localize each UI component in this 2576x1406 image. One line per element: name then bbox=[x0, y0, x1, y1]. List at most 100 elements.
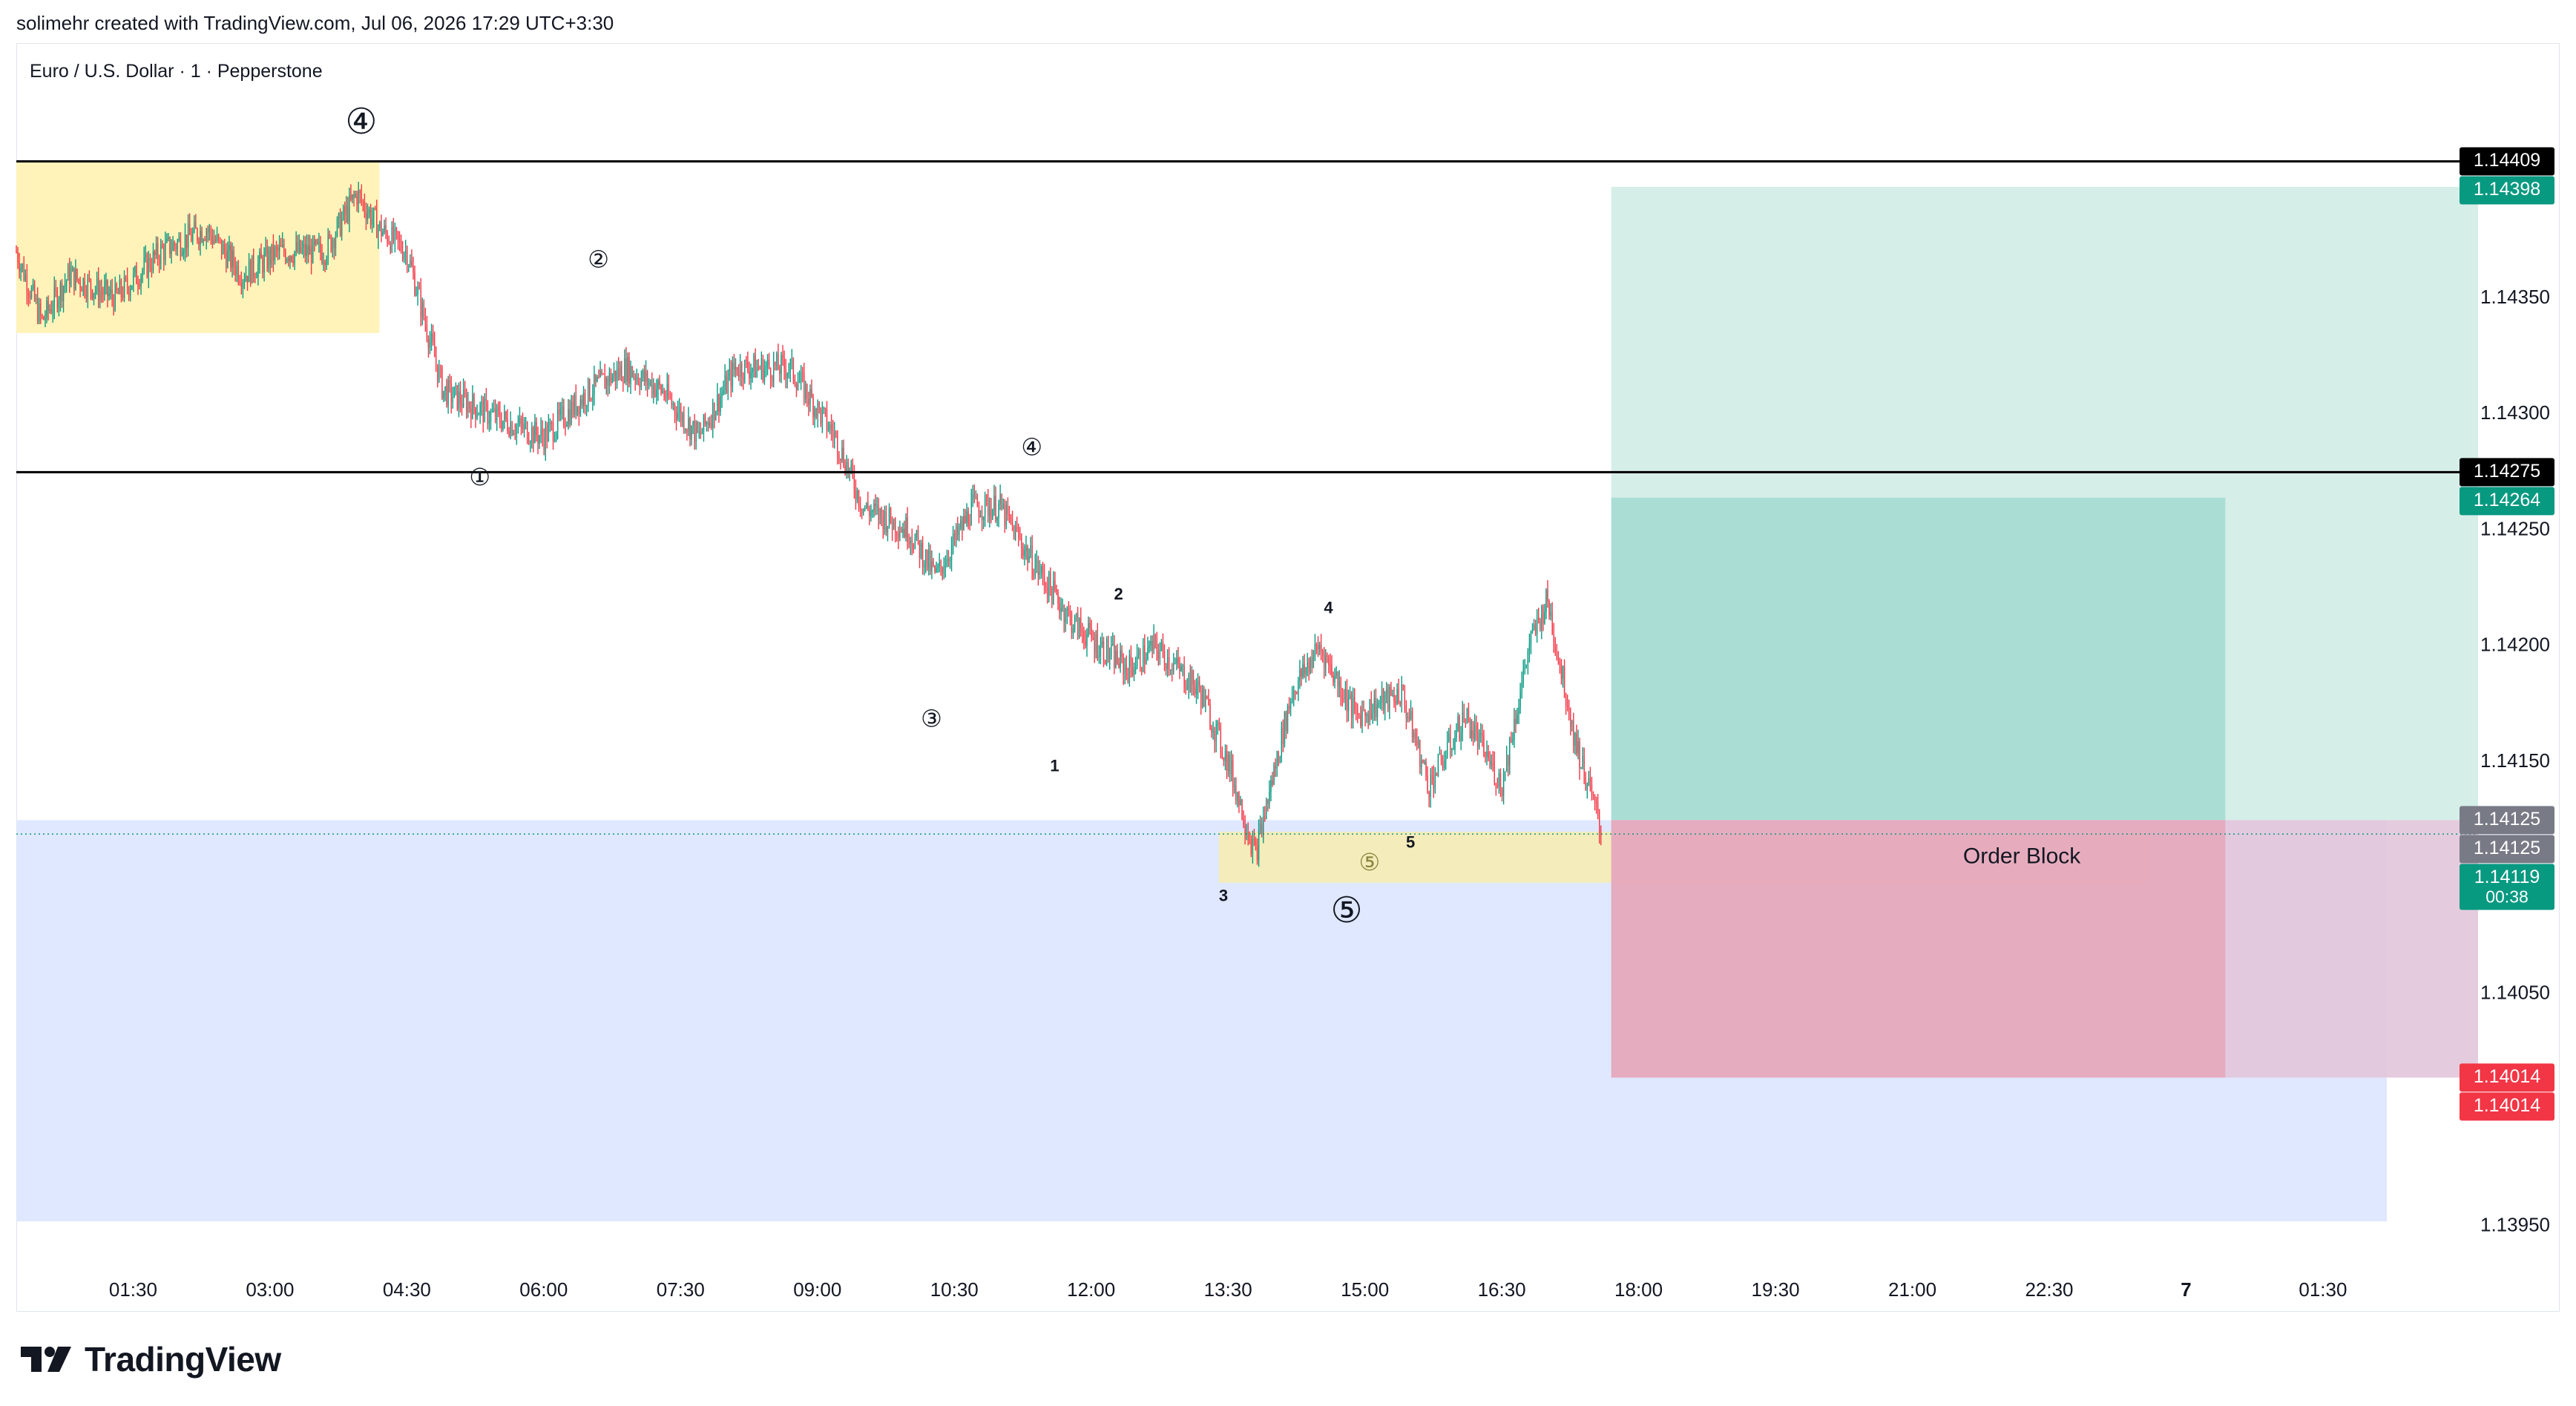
price-badge bbox=[2460, 806, 2554, 835]
candle-body bbox=[1011, 522, 1013, 525]
candle-body bbox=[288, 259, 289, 261]
candle-body bbox=[944, 566, 947, 568]
candle-body bbox=[365, 211, 367, 220]
candle-body bbox=[169, 237, 171, 254]
candle-body bbox=[37, 298, 39, 322]
candle-body bbox=[630, 366, 631, 384]
candle-body bbox=[350, 194, 352, 200]
candle-body bbox=[159, 259, 160, 264]
candle-body bbox=[446, 386, 447, 406]
candle-body bbox=[844, 465, 846, 475]
candle-body bbox=[1469, 717, 1471, 738]
candle-body bbox=[566, 424, 568, 427]
candle-body bbox=[789, 360, 791, 372]
candle-body bbox=[1370, 699, 1372, 719]
candle-body bbox=[1422, 760, 1424, 763]
candle-body bbox=[891, 522, 893, 530]
candle-body bbox=[1252, 838, 1254, 854]
x-tick-label: 01:30 bbox=[109, 1278, 157, 1301]
y-tick-label: 1.14200 bbox=[2480, 634, 2550, 656]
candle-body bbox=[866, 502, 867, 508]
candle-body bbox=[758, 367, 759, 368]
candle-body bbox=[473, 394, 475, 408]
candle-body bbox=[1405, 706, 1407, 719]
candle-body bbox=[441, 367, 443, 398]
candle-body bbox=[496, 406, 498, 421]
candle-body bbox=[1381, 689, 1383, 703]
candle-body bbox=[1582, 755, 1583, 769]
candle-body bbox=[353, 194, 355, 197]
axis-layer: 1.14350 1.14300 1.14250 1.14200 1.14150 1.141… bbox=[109, 286, 2550, 1301]
candle-body bbox=[30, 288, 33, 298]
candle-body bbox=[272, 243, 275, 261]
candle-body bbox=[461, 404, 463, 407]
candle-body bbox=[1440, 753, 1442, 762]
wave-label: ① bbox=[469, 464, 490, 490]
chart-frame[interactable] bbox=[16, 43, 2560, 1312]
candle-body bbox=[494, 408, 496, 421]
candle-body bbox=[821, 408, 823, 424]
candle-body bbox=[677, 412, 679, 420]
wave-label: ③ bbox=[921, 705, 942, 732]
candle-body bbox=[960, 520, 962, 528]
candle-body bbox=[1413, 732, 1415, 738]
x-tick-label: 21:00 bbox=[1888, 1278, 1936, 1301]
candle-body bbox=[65, 280, 68, 284]
candle-body bbox=[1157, 650, 1159, 659]
candle-body bbox=[1043, 574, 1045, 586]
tradingview-logo[interactable]: TradingView bbox=[19, 1339, 281, 1379]
candle-body bbox=[376, 208, 378, 238]
candle-body bbox=[40, 303, 42, 315]
price-badge-label: 1.14014 bbox=[2474, 1095, 2540, 1116]
y-tick-label: 1.14350 bbox=[2480, 286, 2550, 308]
candle-body bbox=[1203, 687, 1205, 707]
candle-body bbox=[1293, 690, 1295, 697]
candle-body bbox=[925, 549, 927, 565]
candle-body bbox=[1241, 799, 1243, 820]
candle-body bbox=[43, 316, 45, 320]
candle-body bbox=[1036, 559, 1037, 565]
candle-body bbox=[430, 333, 433, 341]
candle-body bbox=[78, 279, 79, 280]
candle-body bbox=[456, 385, 459, 410]
candle-body bbox=[484, 398, 485, 423]
candle-body bbox=[855, 490, 857, 500]
candle-body bbox=[1150, 641, 1151, 645]
candle-body bbox=[502, 420, 504, 430]
candle-body bbox=[625, 358, 627, 381]
candle-body bbox=[840, 459, 841, 461]
candle-body bbox=[467, 402, 469, 413]
candle-body bbox=[491, 411, 493, 413]
candle-body bbox=[947, 559, 950, 561]
candle-body bbox=[79, 280, 81, 289]
candle-body bbox=[669, 396, 671, 398]
candle-body bbox=[1211, 729, 1212, 732]
candle-body bbox=[286, 259, 288, 262]
candle-body bbox=[85, 293, 87, 298]
candle-body bbox=[450, 383, 452, 402]
candle-body bbox=[1335, 671, 1337, 677]
candle-body bbox=[546, 427, 548, 441]
candle-body bbox=[1407, 717, 1409, 719]
candle-body bbox=[1234, 786, 1235, 787]
candle-body bbox=[979, 516, 982, 518]
candle-body bbox=[834, 432, 835, 438]
candle-body bbox=[1494, 761, 1495, 784]
candle-body bbox=[1237, 792, 1238, 801]
candle-body bbox=[1232, 761, 1234, 787]
candle-body bbox=[1072, 628, 1074, 634]
candle-body bbox=[330, 235, 332, 251]
candle-body bbox=[1560, 663, 1563, 680]
candle-body bbox=[648, 382, 650, 386]
candle-body bbox=[542, 428, 543, 438]
candle-body bbox=[263, 254, 265, 273]
candle-body bbox=[1147, 647, 1149, 660]
candle-body bbox=[1534, 624, 1537, 634]
candle-body bbox=[1060, 608, 1062, 613]
stop-zone-inner bbox=[1611, 820, 2226, 1078]
wave-label: ④ bbox=[345, 102, 377, 142]
candle-body bbox=[24, 275, 26, 280]
candle-body bbox=[864, 507, 866, 509]
candle-body bbox=[1261, 824, 1263, 833]
